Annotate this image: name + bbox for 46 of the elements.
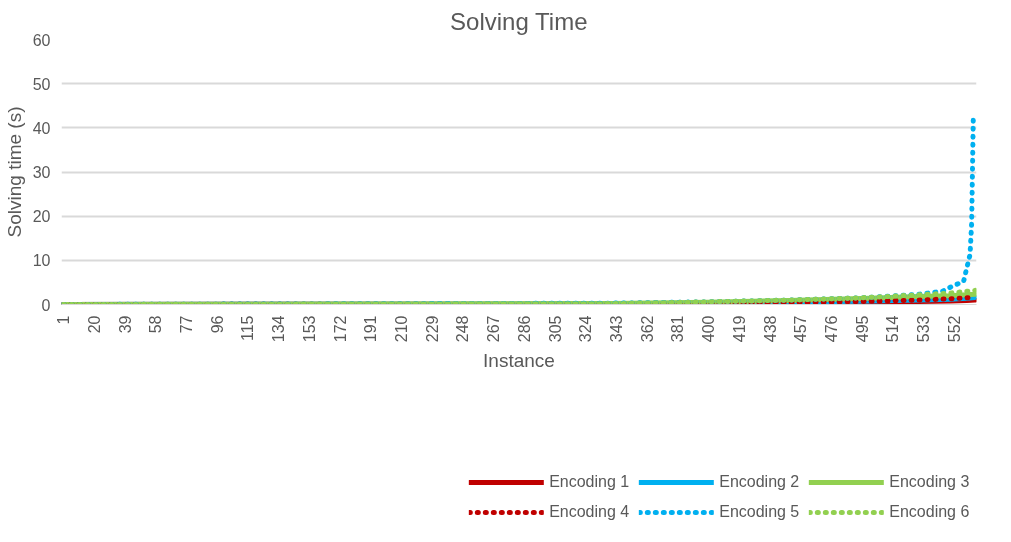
x-tick-label: 457: [792, 315, 810, 343]
x-tick-label: 305: [546, 315, 564, 343]
legend-label: Encoding 3: [889, 473, 970, 491]
y-axis-title: Solving time (s): [3, 106, 25, 238]
legend-label: Encoding 2: [719, 473, 800, 491]
x-tick-label: 381: [669, 315, 687, 343]
y-tick-label: 50: [32, 75, 51, 93]
y-tick-label: 60: [32, 31, 51, 49]
x-tick-label: 362: [638, 315, 656, 343]
x-tick-label: 419: [730, 315, 748, 343]
x-tick-label: 20: [85, 315, 103, 334]
x-tick-label: 115: [239, 315, 257, 342]
y-tick-label: 30: [32, 164, 51, 181]
legend-label: Encoding 4: [549, 503, 630, 521]
x-tick-label: 1: [55, 315, 73, 325]
x-tick-label: 267: [485, 315, 503, 343]
y-tick-label: 40: [32, 119, 51, 137]
x-tick-label: 153: [300, 315, 318, 343]
x-tick-label: 476: [823, 315, 841, 343]
x-tick-label: 343: [608, 315, 625, 343]
x-tick-label: 134: [270, 315, 288, 343]
x-tick-label: 191: [362, 315, 380, 343]
x-tick-label: 96: [208, 315, 226, 334]
x-tick-label: 210: [392, 315, 410, 343]
x-tick-label: 286: [515, 315, 533, 343]
x-tick-label: 533: [915, 315, 933, 343]
x-tick-label: 495: [853, 315, 871, 343]
x-tick-label: 229: [423, 315, 441, 343]
legend-label: Encoding 1: [549, 473, 630, 491]
x-tick-label: 77: [177, 315, 195, 334]
x-tick-label: 39: [116, 315, 134, 334]
x-axis-title: Instance: [483, 350, 555, 372]
x-tick-label: 248: [454, 315, 472, 343]
legend-label: Encoding 5: [719, 503, 800, 521]
x-tick-label: 552: [945, 315, 963, 343]
x-tick-label: 324: [577, 315, 595, 343]
chart-title: Solving Time: [450, 7, 588, 35]
y-tick-label: 20: [32, 208, 51, 226]
x-tick-label: 514: [884, 315, 902, 343]
y-tick-label: 10: [32, 252, 51, 270]
x-tick-label: 438: [761, 315, 779, 343]
x-tick-label: 172: [331, 315, 349, 343]
legend-label: Encoding 6: [889, 503, 970, 521]
y-tick-label: 0: [41, 296, 51, 314]
x-tick-label: 400: [700, 315, 718, 343]
x-tick-label: 58: [147, 315, 165, 334]
